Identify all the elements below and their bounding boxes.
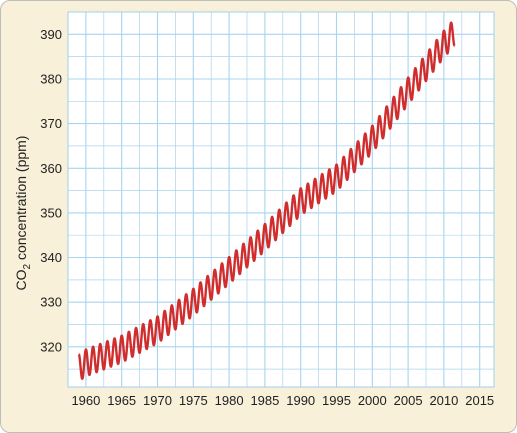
series-layer <box>77 21 456 380</box>
plot-area <box>68 12 494 387</box>
x-tick-label: 1980 <box>215 393 244 408</box>
x-tick-label: 1995 <box>322 393 351 408</box>
x-tick-label: 1990 <box>286 393 315 408</box>
y-tick-label: 390 <box>40 27 62 42</box>
x-tick-label: 1975 <box>179 393 208 408</box>
y-tick-label: 360 <box>40 161 62 176</box>
y-axis-tick-labels: 320 330 340 350 360 370 380 390 <box>40 27 62 354</box>
x-tick-label: 1960 <box>71 393 100 408</box>
y-tick-label: 330 <box>40 295 62 310</box>
x-axis-tick-labels: 1960 1965 1970 1975 1980 1985 1990 1995 2000 2005… <box>71 393 494 408</box>
major-grid <box>67 11 495 388</box>
y-tick-label: 340 <box>40 250 62 265</box>
plot-border <box>67 11 495 388</box>
y-axis-title-prefix: CO <box>13 269 29 290</box>
x-tick-label: 1965 <box>107 393 136 408</box>
x-tick-label: 2010 <box>429 393 458 408</box>
y-axis-title-suffix: concentration (ppm) <box>13 136 29 264</box>
x-tick-label: 1985 <box>250 393 279 408</box>
co2-series-line-0 <box>77 21 456 380</box>
y-axis-title: CO2 concentration (ppm) <box>13 136 33 291</box>
x-tick-label: 1970 <box>143 393 172 408</box>
x-tick-label: 2000 <box>358 393 387 408</box>
y-tick-label: 350 <box>40 205 62 220</box>
y-tick-label: 370 <box>40 116 62 131</box>
x-tick-label: 2015 <box>465 393 494 408</box>
y-tick-label: 380 <box>40 72 62 87</box>
y-axis-title-subscript: 2 <box>22 263 33 269</box>
x-tick-label: 2005 <box>394 393 423 408</box>
y-tick-label: 320 <box>40 339 62 354</box>
